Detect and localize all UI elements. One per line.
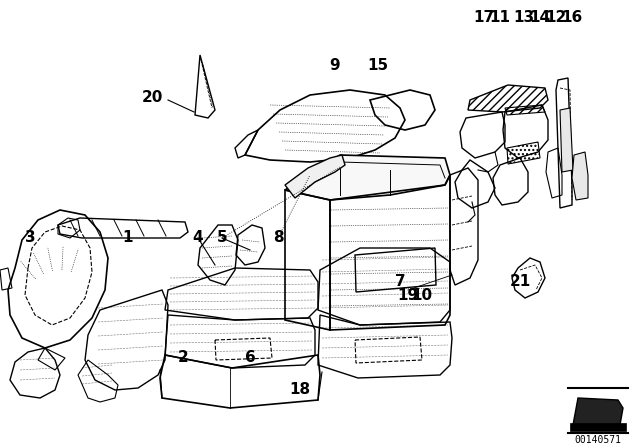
Text: 4: 4 [193,231,204,246]
Text: 9: 9 [330,57,340,73]
Text: 13: 13 [513,10,534,26]
Text: 17: 17 [474,10,495,26]
Text: 12: 12 [545,10,566,26]
Polygon shape [285,155,450,200]
Polygon shape [560,108,573,172]
Text: 15: 15 [367,57,388,73]
Text: 16: 16 [561,10,582,26]
Polygon shape [285,155,345,198]
Text: 5: 5 [217,231,227,246]
Text: 8: 8 [273,231,284,246]
Text: 14: 14 [529,10,550,26]
Polygon shape [572,152,588,200]
Text: 18: 18 [289,383,310,397]
Polygon shape [570,423,626,431]
Text: 1: 1 [123,231,133,246]
Polygon shape [573,398,623,428]
Text: 6: 6 [244,350,255,366]
Text: 19: 19 [397,288,419,302]
Text: 2: 2 [178,350,188,366]
Text: 00140571: 00140571 [575,435,621,445]
Text: 11: 11 [490,10,511,26]
Text: 21: 21 [509,275,531,289]
Text: 3: 3 [25,231,35,246]
Text: 20: 20 [141,90,163,105]
Text: 10: 10 [412,288,433,302]
Text: 7: 7 [395,275,405,289]
